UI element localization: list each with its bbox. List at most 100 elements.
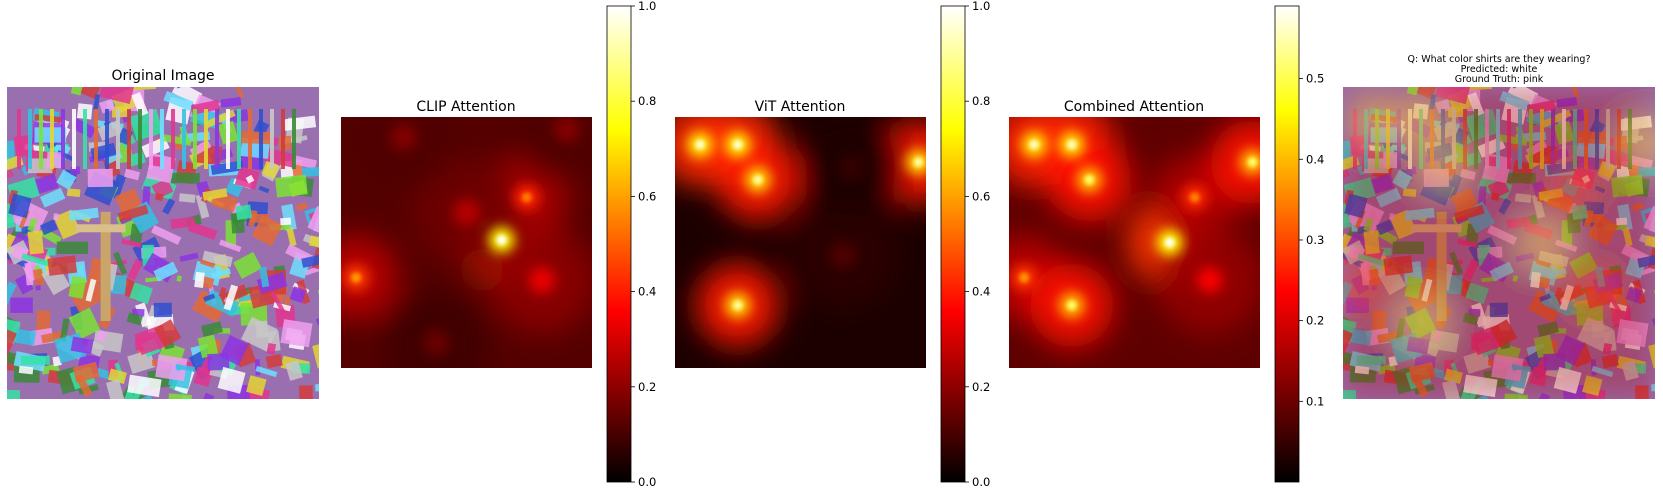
image-stripe xyxy=(61,109,65,169)
image-patch xyxy=(7,281,17,306)
image-patch xyxy=(1441,37,1460,51)
image-patch xyxy=(27,217,38,232)
colorbar-tick-label: 0.4 xyxy=(638,285,656,299)
attention-peak xyxy=(695,139,706,150)
attention-peak xyxy=(1066,300,1077,311)
image-patch xyxy=(24,262,34,286)
image-patch xyxy=(124,168,140,181)
image-patch xyxy=(1518,411,1551,437)
attention-hotspot-mid xyxy=(837,154,864,181)
image-patch xyxy=(7,309,8,318)
image-patch xyxy=(317,283,319,310)
attention-peak xyxy=(496,234,507,245)
image-patch xyxy=(47,255,78,276)
image-stripe xyxy=(138,109,142,169)
image-patch xyxy=(203,293,216,302)
image-patch xyxy=(233,251,262,279)
panel-title-original: Original Image xyxy=(111,68,214,84)
image-patch xyxy=(225,220,237,247)
overlay-hotspot xyxy=(1566,263,1619,316)
image-patch xyxy=(162,198,176,215)
vit-attention-heatmap xyxy=(675,117,926,368)
image-patch xyxy=(107,368,127,384)
image-patch xyxy=(289,286,307,304)
attention-hotspot xyxy=(341,235,399,320)
image-stripe xyxy=(160,109,164,169)
image-patch xyxy=(129,108,164,141)
attention-peak xyxy=(752,174,763,185)
image-patch xyxy=(266,342,277,355)
image-patch xyxy=(53,213,59,221)
image-patch xyxy=(127,374,162,398)
image-patch xyxy=(79,87,101,100)
image-stripe xyxy=(204,109,208,169)
image-patch xyxy=(176,275,183,282)
image-patch xyxy=(113,251,128,276)
image-patch xyxy=(250,214,269,223)
image-stripe xyxy=(182,109,186,169)
image-patch xyxy=(290,154,317,170)
colorbar-tick-label: 1.0 xyxy=(638,0,656,13)
image-patch xyxy=(240,302,268,326)
image-patch xyxy=(68,307,101,340)
clip-attention-heatmap xyxy=(341,117,592,368)
image-patch xyxy=(99,98,115,114)
attention-hotspot-mid xyxy=(390,124,417,151)
image-patch xyxy=(283,115,317,131)
image-patch xyxy=(308,235,319,250)
attention-peak xyxy=(1029,139,1040,150)
image-patch xyxy=(1323,188,1338,207)
colorbar-tick-label: 0.2 xyxy=(1306,314,1324,328)
image-patch xyxy=(1607,400,1622,407)
panel-title-vit: ViT Attention xyxy=(755,99,846,115)
image-patch xyxy=(93,94,100,111)
overlay-hotspot xyxy=(1348,95,1401,148)
image-patch xyxy=(301,75,331,87)
image-patch xyxy=(1637,75,1663,87)
image-patch xyxy=(235,204,252,220)
image-patch xyxy=(280,217,292,226)
attention-hotspot xyxy=(349,117,458,192)
image-bar xyxy=(75,224,126,233)
colorbar-tick-label: 0.0 xyxy=(638,475,656,489)
image-patch xyxy=(220,97,242,108)
image-stripe xyxy=(226,109,230,169)
image-patch xyxy=(1385,398,1414,399)
image-patch xyxy=(153,302,172,318)
image-stripe xyxy=(50,109,54,169)
image-patch xyxy=(178,193,196,203)
attention-hotspot-mid xyxy=(553,117,580,143)
image-patch xyxy=(175,364,195,372)
image-patch xyxy=(315,383,319,392)
image-patch xyxy=(33,173,59,195)
image-patch xyxy=(1323,347,1337,368)
attention-peak xyxy=(732,139,743,150)
image-patch xyxy=(155,354,188,382)
image-patch xyxy=(199,259,215,269)
image-patch xyxy=(7,322,17,357)
image-patch xyxy=(275,174,308,198)
colorbar-tick-label: 0.0 xyxy=(972,475,990,489)
image-patch xyxy=(1314,136,1326,153)
image-patch xyxy=(255,320,269,338)
image-stripe xyxy=(127,109,131,169)
overlay-hotspot xyxy=(1343,260,1388,313)
image-patch xyxy=(197,334,219,359)
image-patch xyxy=(36,310,51,332)
image-patch xyxy=(168,172,200,184)
image-patch xyxy=(70,87,87,96)
question-text: Q: What color shirts are they wearing? xyxy=(1408,54,1591,65)
image-patch xyxy=(20,355,50,365)
image-patch xyxy=(227,55,237,69)
image-patch xyxy=(201,45,212,55)
image-patch xyxy=(32,268,45,286)
attention-hotspot-mid xyxy=(453,199,480,226)
attention-hotspot xyxy=(1210,120,1260,205)
image-patch xyxy=(191,290,228,323)
colorbar-tick-label: 0.5 xyxy=(1306,72,1324,86)
colorbar-tick-label: 0.8 xyxy=(972,94,990,108)
image-patch xyxy=(72,361,100,383)
image-pillar xyxy=(100,211,111,321)
image-patch xyxy=(41,264,71,296)
image-patch xyxy=(170,216,196,230)
